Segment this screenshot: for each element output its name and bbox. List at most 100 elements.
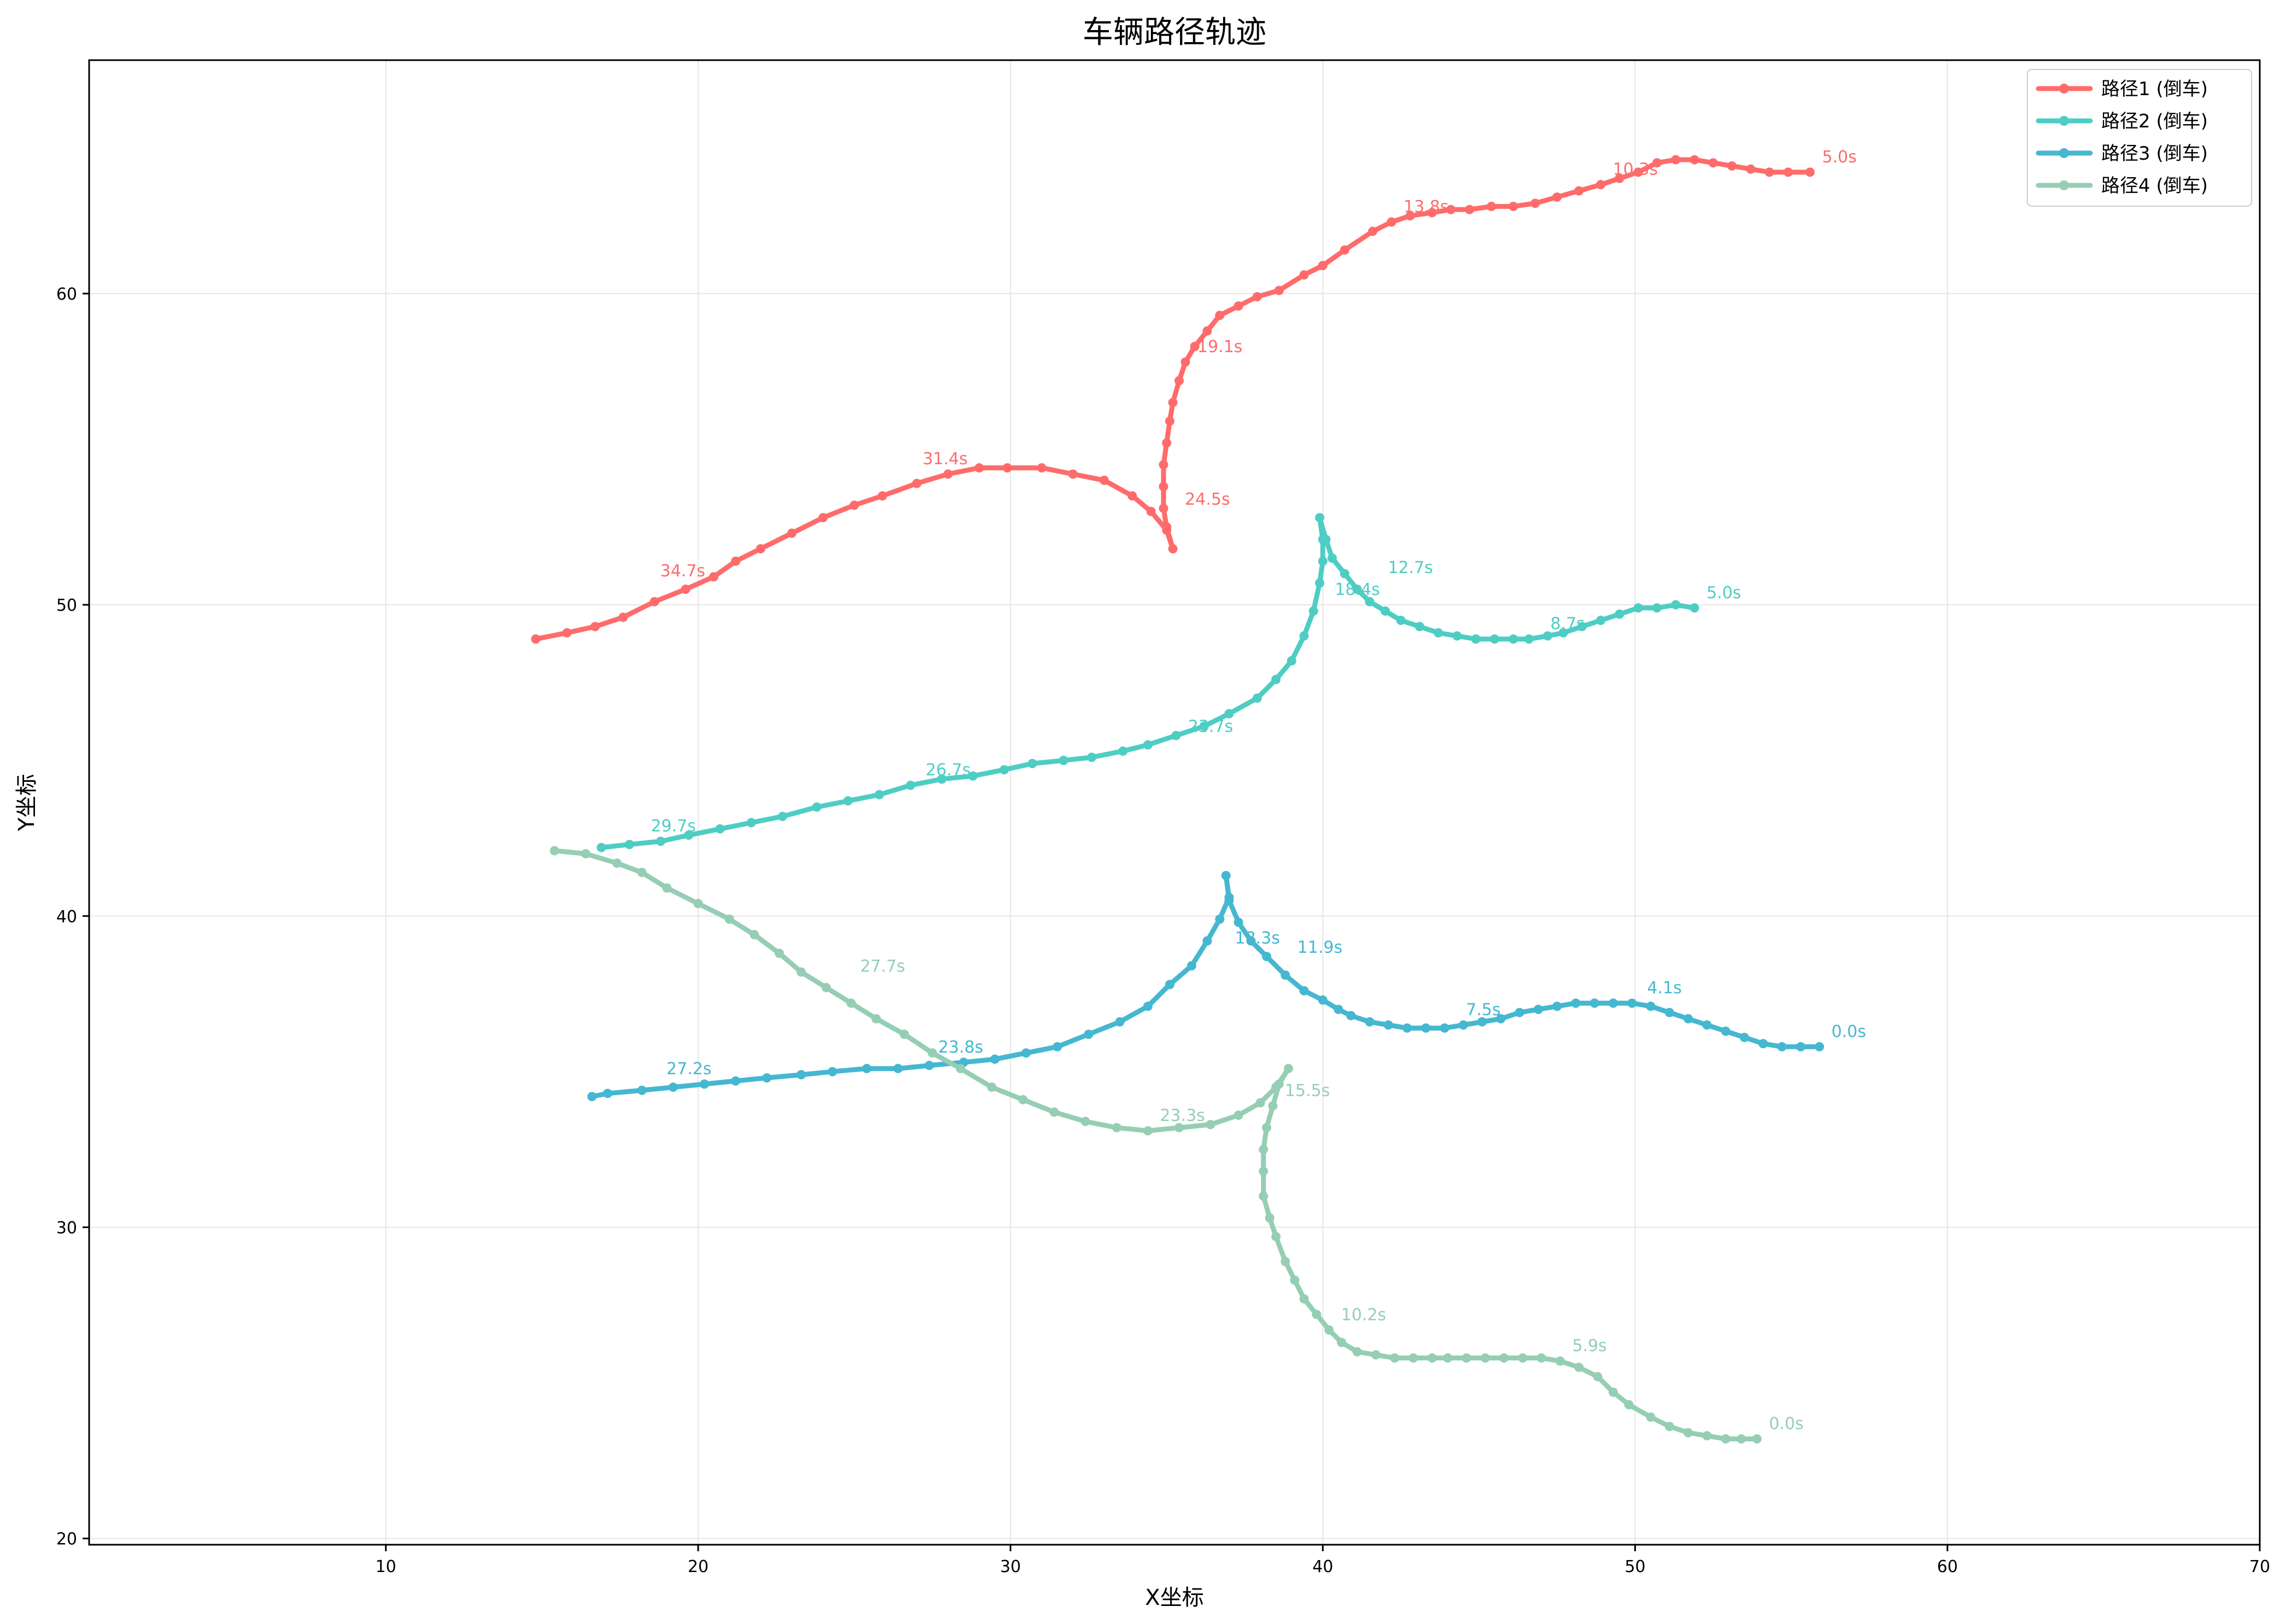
data-point bbox=[612, 858, 622, 868]
data-point bbox=[1143, 740, 1153, 750]
data-point bbox=[1318, 556, 1328, 566]
time-label: 0.0s bbox=[1832, 1022, 1866, 1041]
legend-swatch-marker bbox=[2059, 180, 2069, 190]
data-point bbox=[1652, 158, 1662, 168]
data-point bbox=[812, 802, 822, 812]
data-point bbox=[1252, 693, 1262, 703]
data-point bbox=[1465, 205, 1475, 214]
data-point bbox=[1414, 622, 1424, 632]
data-point bbox=[1577, 622, 1587, 632]
data-point bbox=[1334, 1004, 1343, 1014]
data-point bbox=[1324, 1325, 1334, 1335]
data-point bbox=[927, 1048, 937, 1058]
data-point bbox=[1440, 1023, 1449, 1033]
data-point bbox=[796, 1070, 806, 1080]
data-point bbox=[756, 544, 765, 554]
data-point bbox=[1233, 301, 1243, 311]
data-point bbox=[1299, 1294, 1309, 1304]
time-label: 23.3s bbox=[1160, 1106, 1205, 1125]
data-point bbox=[1458, 1020, 1468, 1030]
data-point bbox=[1049, 1107, 1059, 1117]
data-point bbox=[650, 597, 659, 606]
data-point bbox=[1615, 173, 1624, 183]
data-point bbox=[862, 1064, 872, 1073]
data-point bbox=[1215, 311, 1225, 320]
legend-label: 路径4 (倒车) bbox=[2101, 175, 2208, 197]
data-point bbox=[1206, 1120, 1215, 1130]
data-point bbox=[1224, 892, 1234, 902]
data-point bbox=[878, 491, 887, 501]
data-point bbox=[1352, 585, 1362, 594]
data-point bbox=[1727, 161, 1737, 171]
data-point bbox=[531, 634, 541, 644]
data-point bbox=[1664, 1008, 1674, 1018]
data-point bbox=[1477, 1017, 1487, 1027]
data-point bbox=[1190, 342, 1200, 352]
time-label: 7.5s bbox=[1466, 1000, 1500, 1019]
data-point bbox=[899, 1030, 909, 1039]
data-point bbox=[1255, 1098, 1265, 1108]
data-point bbox=[1452, 631, 1462, 641]
data-point bbox=[562, 628, 572, 638]
data-point bbox=[1365, 1017, 1375, 1027]
data-point bbox=[796, 967, 806, 977]
data-point bbox=[587, 1091, 597, 1101]
time-label: 24.5s bbox=[1185, 490, 1230, 509]
data-point bbox=[1633, 603, 1643, 613]
data-point bbox=[1146, 506, 1156, 516]
data-point bbox=[1337, 1337, 1347, 1347]
data-point bbox=[1524, 634, 1534, 644]
legend-swatch-marker bbox=[2059, 148, 2069, 158]
legend-label: 路径1 (倒车) bbox=[2101, 78, 2208, 100]
data-point bbox=[1390, 1353, 1400, 1363]
data-point bbox=[1315, 578, 1325, 588]
legend-label: 路径3 (倒车) bbox=[2101, 143, 2208, 165]
time-label: 5.0s bbox=[1706, 583, 1741, 603]
x-tick-label: 70 bbox=[2249, 1557, 2270, 1576]
data-point bbox=[1281, 970, 1290, 980]
data-point bbox=[943, 469, 953, 479]
data-point bbox=[1383, 1020, 1393, 1030]
data-point bbox=[974, 463, 984, 473]
data-point bbox=[843, 796, 853, 806]
data-point bbox=[709, 572, 718, 582]
x-tick-label: 50 bbox=[1624, 1557, 1645, 1576]
time-label: 23.7s bbox=[1188, 717, 1233, 737]
data-point bbox=[1796, 1042, 1805, 1051]
data-point bbox=[1443, 1353, 1453, 1363]
time-label: 19.1s bbox=[1197, 337, 1242, 357]
data-point bbox=[1159, 460, 1168, 470]
data-point bbox=[1118, 746, 1128, 756]
data-point bbox=[1499, 1353, 1509, 1363]
data-point bbox=[1633, 167, 1643, 177]
data-point bbox=[1509, 202, 1518, 212]
data-point bbox=[1764, 167, 1774, 177]
data-point bbox=[1533, 1004, 1543, 1014]
data-point bbox=[1515, 1008, 1524, 1018]
data-point bbox=[1099, 475, 1109, 485]
data-point bbox=[1346, 1010, 1356, 1020]
data-point bbox=[1068, 469, 1078, 479]
data-point bbox=[1490, 634, 1500, 644]
data-point bbox=[1215, 914, 1225, 924]
time-label: 10.2s bbox=[1341, 1305, 1386, 1324]
data-point bbox=[1815, 1042, 1825, 1051]
data-point bbox=[1327, 553, 1337, 563]
legend-label: 路径2 (倒车) bbox=[2101, 110, 2208, 132]
data-point bbox=[1159, 482, 1168, 492]
x-tick-label: 10 bbox=[376, 1557, 396, 1576]
data-point bbox=[956, 1064, 966, 1073]
time-label: 0.0s bbox=[1769, 1414, 1803, 1433]
data-point bbox=[1143, 1001, 1153, 1011]
data-point bbox=[893, 1064, 903, 1073]
data-point bbox=[1352, 1347, 1362, 1357]
data-point bbox=[1281, 1257, 1290, 1266]
data-point bbox=[1671, 155, 1681, 165]
data-point bbox=[1283, 1064, 1293, 1073]
legend-box bbox=[2027, 69, 2252, 207]
series-4: 0.0s 5.9s 10.2s 15.5s 23.3s 27.7s bbox=[549, 846, 1804, 1444]
data-point bbox=[1233, 918, 1243, 927]
data-point bbox=[1702, 1431, 1712, 1441]
data-point bbox=[828, 1067, 838, 1077]
data-point bbox=[1268, 1101, 1278, 1111]
